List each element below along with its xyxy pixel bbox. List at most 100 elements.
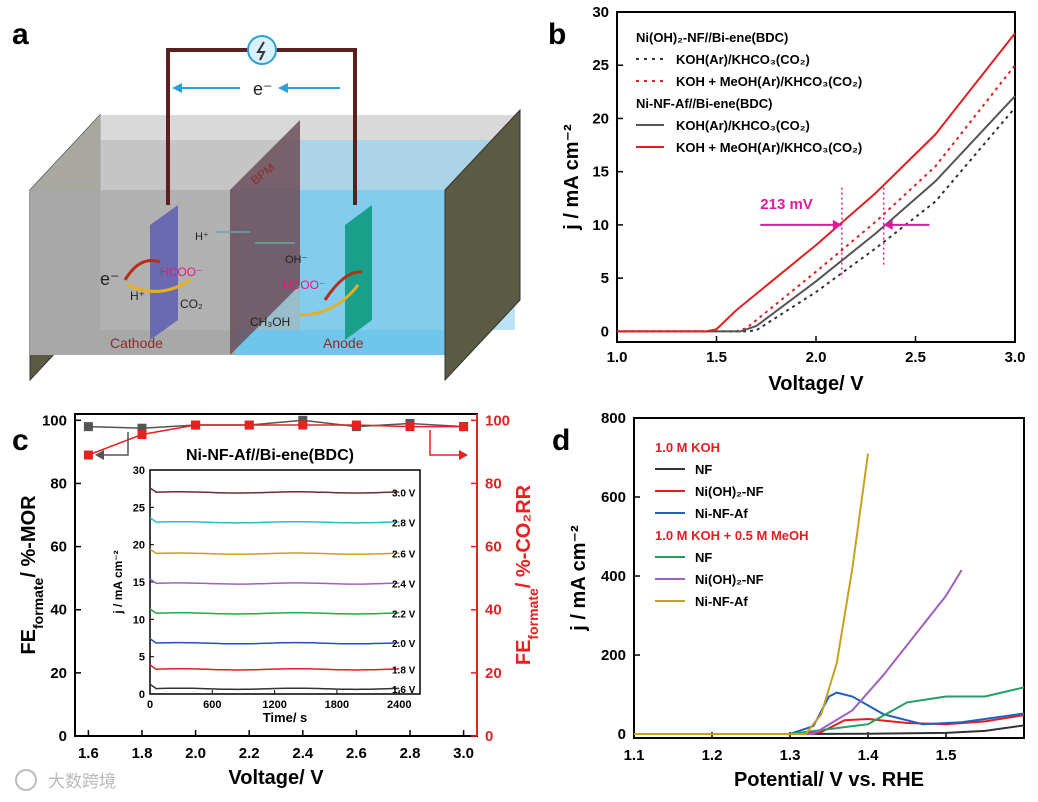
panel-c-xtick-label: 1.8 (132, 745, 153, 762)
hcoo-label-cathode: HCOO⁻ (160, 265, 202, 279)
inset-xlabel: Time/ s (263, 710, 308, 725)
panel-b-ytick-label: 10 (592, 217, 609, 234)
panel-d-ylabel: j / mA cm⁻² (568, 525, 590, 632)
panel-c-marker (459, 422, 469, 432)
panel-b-legend-label: KOH(Ar)/KHCO₃(CO₂) (676, 52, 810, 67)
panel-c-ytick-label: 20 (50, 665, 67, 682)
inset-series-label: 2.2 V (392, 609, 416, 620)
panel-b-ytick-label: 5 (601, 270, 609, 287)
anode-label: Anode (323, 335, 364, 351)
panel-c-ytick-label-right: 40 (485, 602, 502, 619)
inset-series-line (149, 683, 400, 691)
right-end-plate (444, 108, 521, 382)
cathode-reaction-arrow (123, 259, 161, 281)
electron-label-top: e⁻ (253, 79, 273, 99)
cathode-reaction-arrow-2 (127, 278, 191, 293)
panel-d-series-line (634, 686, 1025, 735)
inset-ytick-label: 10 (133, 614, 145, 626)
inset-ytick-label: 20 (133, 540, 145, 552)
panel-c-marker (83, 450, 93, 460)
panel-c-marker (298, 420, 308, 430)
panel-d-legend-label: NF (695, 462, 712, 477)
panel-c-ytick-label-right: 0 (485, 728, 493, 745)
panel-b-xtick-label: 1.5 (706, 349, 727, 366)
panel-c-ytick-label-right: 20 (485, 665, 502, 682)
inset-ytick-label: 25 (133, 502, 145, 514)
electron-arrow-left-head (172, 83, 182, 93)
panel-d-series-line (634, 691, 1025, 735)
oh-minus-label: OH⁻ (285, 254, 308, 266)
inset-xtick-label: 2400 (387, 699, 411, 711)
inset-series-line (149, 517, 400, 524)
panel-b-series-line (617, 95, 1016, 333)
inset-ytick-label: 15 (133, 577, 145, 589)
inset-xtick-label: 1800 (325, 699, 349, 711)
inset-series-label: 2.4 V (392, 579, 416, 590)
lightning-icon (256, 41, 266, 61)
panel-a: a BPM e⁻ H⁺ OH⁻ e⁻ HCOO⁻ H⁺ CO₂ (12, 18, 521, 382)
panel-c-marker (298, 415, 308, 425)
inset-ytick-label: 5 (139, 652, 145, 664)
panel-d-legend-label: Ni-NF-Af (695, 506, 748, 521)
watermark: 大数跨境 (15, 769, 116, 791)
panel-b-annotation-arrowhead-right (883, 219, 893, 230)
inset-xtick-label: 1200 (262, 699, 286, 711)
panel-d-legend-header: 1.0 M KOH (655, 440, 720, 455)
panel-b-legend-group: Ni-NF-Af//Bi-ene(BDC) (636, 96, 772, 111)
panel-b-plot: 1.0 1.5 2.0 2.5 3.0 0 5 10 15 20 25 30 Voltage/ V j /… (561, 4, 1025, 395)
panel-b-xlabel: Voltage/ V (768, 373, 864, 395)
panel-b-series-line (617, 32, 1016, 333)
anode-reaction-arrow (323, 270, 363, 301)
co2-label: CO₂ (180, 297, 203, 311)
panel-d-frame (633, 417, 1025, 739)
panel-c-xlabel: Voltage/ V (228, 767, 324, 789)
panel-d-letter: d (552, 424, 570, 457)
panel-c-title: Ni-NF-Af//Bi-ene(BDC) (186, 447, 354, 464)
panel-d-xtick-label: 1.5 (936, 747, 957, 764)
panel-b-xtick-label: 3.0 (1005, 349, 1026, 366)
panel-c-marker (137, 430, 147, 440)
panel-c-ytick-label: 40 (50, 602, 67, 619)
panel-c-xtick-label: 1.6 (78, 745, 99, 762)
panel-d-xlabel: Potential/ V vs. RHE (734, 769, 924, 791)
panel-b-ytick-label: 15 (592, 164, 609, 181)
inset-xtick-label: 0 (147, 699, 153, 711)
panel-b-ytick-label: 0 (601, 323, 609, 340)
panel-d-legend-label: Ni-NF-Af (695, 594, 748, 609)
panel-b-annotation-label: 213 mV (760, 196, 813, 213)
electron-arrow-right-head (278, 83, 288, 93)
inset-ytick-label: 0 (139, 689, 145, 701)
panel-b: b 1.0 1.5 2.0 2.5 3.0 0 5 10 15 20 25 30 Voltage/ V j… (548, 4, 1025, 395)
electron-label-cathode: e⁻ (100, 269, 120, 289)
panel-d-series-line (634, 569, 963, 735)
panel-c-marker (351, 420, 361, 430)
panel-c-right-indicator (429, 430, 460, 456)
panel-d-xtick-label: 1.1 (624, 747, 645, 764)
panel-c-series-line (88, 419, 464, 429)
inset-ylabel: j / mA cm⁻² (111, 550, 125, 614)
panel-c-ytick-label: 0 (59, 728, 67, 745)
panel-c-xtick-label: 2.4 (292, 745, 314, 762)
panel-d-xtick-label: 1.3 (780, 747, 801, 764)
panel-b-legend-label: KOH + MeOH(Ar)/KHCO₃(CO₂) (676, 74, 862, 89)
panel-d-ytick-label: 800 (601, 410, 626, 427)
panel-c-ytick-label: 100 (42, 412, 67, 429)
inset-frame (149, 469, 421, 695)
panel-d-ytick-label: 600 (601, 489, 626, 506)
inset-ytick-label: 30 (133, 465, 145, 477)
h-plus-cathode: H⁺ (130, 289, 145, 303)
panel-c-ylabel-right: FEformate/ %-CO₂RR (513, 484, 541, 665)
watermark-text: 大数跨境 (48, 772, 116, 791)
panel-d-legend-label: Ni(OH)₂-NF (695, 572, 764, 587)
panel-b-legend-label: KOH + MeOH(Ar)/KHCO₃(CO₂) (676, 140, 862, 155)
power-source-icon (247, 35, 277, 65)
panel-d-legend-label: NF (695, 550, 712, 565)
panel-c-ylabel-left: FEformate/ %-MOR (18, 495, 46, 655)
inset-xtick-label: 600 (203, 699, 221, 711)
panel-d-xtick-label: 1.4 (858, 747, 880, 764)
panel-c-xtick-label: 2.0 (185, 745, 206, 762)
h-plus-membrane: H⁺ (195, 231, 209, 243)
panel-d-legend-header: 1.0 M KOH + 0.5 M MeOH (655, 528, 809, 543)
